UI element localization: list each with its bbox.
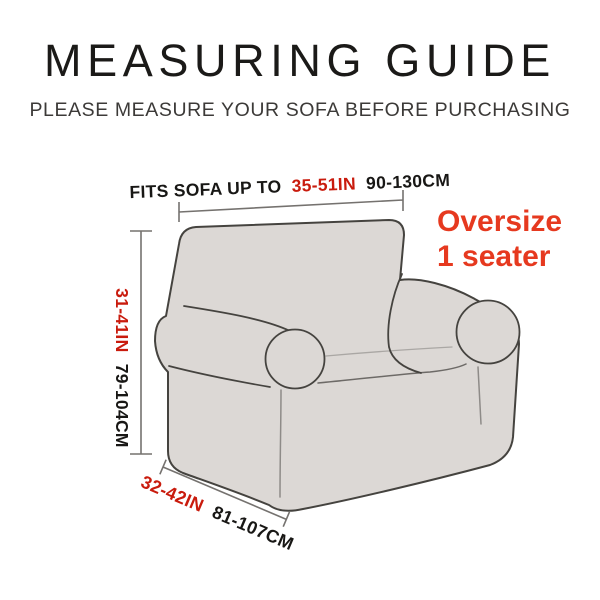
page-subtitle: PLEASE MEASURE YOUR SOFA BEFORE PURCHASI…: [29, 99, 571, 121]
right-arm-seam: [477, 366, 482, 425]
chair-silhouette: [154, 219, 520, 512]
product-size-badge: Oversize 1 seater: [437, 205, 562, 273]
page-title: MEASURING GUIDE: [44, 35, 556, 86]
right-arm-front-circle: [455, 299, 521, 365]
right-arm-inner-edge: [387, 273, 422, 374]
header: MEASURING GUIDE PLEASE MEASURE YOUR SOFA…: [0, 0, 600, 122]
badge-line2: 1 seater: [437, 240, 551, 273]
top-measure-prefix: FITS SOFA UP TO: [129, 176, 282, 202]
top-measure-cm: 90-130CM: [366, 170, 451, 193]
badge-line1: Oversize: [437, 205, 562, 238]
side-measure-cm: 79-104CM: [112, 364, 132, 448]
side-measure-label: 31-41IN 79-104CM: [112, 288, 132, 448]
side-measure-inches: 31-41IN: [112, 288, 132, 352]
left-arm-front-circle: [264, 328, 326, 390]
top-measure-inches: 35-51IN: [291, 173, 356, 195]
depth-measure-line: [159, 459, 291, 528]
left-arm-top-edge: [183, 305, 291, 332]
top-measure: FITS SOFA UP TO 35-51IN 90-130CM: [129, 170, 451, 222]
side-measure: 31-41IN 79-104CM: [112, 230, 152, 455]
seat-cushion-top-line: [325, 346, 453, 357]
seat-cushion-front-edge: [317, 363, 467, 384]
armchair-illustration: [154, 219, 521, 512]
top-measure-line: [178, 190, 404, 222]
left-arm-bottom-edge: [168, 365, 271, 388]
side-measure-line: [130, 230, 152, 455]
front-corner-seam: [279, 389, 282, 498]
